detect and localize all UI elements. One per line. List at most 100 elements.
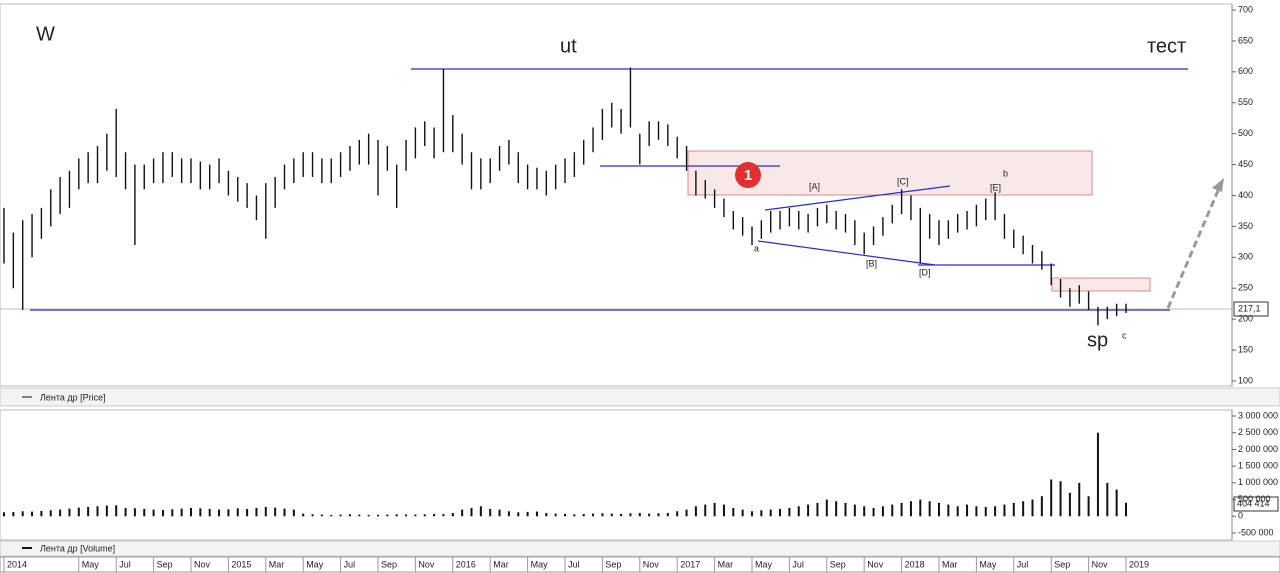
volume-bar: [133, 508, 136, 517]
volume-bar: [283, 508, 286, 517]
y-tick-label: 1 500 000: [1238, 461, 1278, 471]
volume-bar: [105, 505, 108, 517]
volume-bar: [367, 514, 370, 517]
volume-bar: [592, 513, 595, 517]
volume-bar: [704, 504, 707, 517]
x-tick-label: Sep: [381, 559, 397, 569]
volume-bar: [928, 501, 931, 517]
volume-bar: [610, 513, 613, 517]
x-tick-label: 2015: [231, 559, 251, 569]
volume-bar: [629, 513, 632, 517]
y-tick-label: 200: [1238, 314, 1253, 324]
volume-bar: [1050, 479, 1053, 517]
forecast-arrow: [1166, 185, 1222, 309]
y-tick-label: 2 500 000: [1238, 427, 1278, 437]
annotation: c: [1122, 330, 1127, 340]
volume-bar: [498, 509, 501, 517]
volume-bar: [1068, 492, 1071, 517]
forecast-arrow-head: [1212, 178, 1224, 192]
x-tick-label: 2019: [1129, 559, 1149, 569]
volume-bar: [489, 508, 492, 517]
x-tick-label: 2017: [680, 559, 700, 569]
last-value-label: 404 414: [1237, 498, 1270, 508]
x-tick-label: Nov: [1092, 559, 1109, 569]
annotation: sp: [1087, 329, 1108, 351]
y-tick-label: 650: [1238, 35, 1253, 45]
volume-bar: [582, 513, 585, 517]
x-tick-label: May: [979, 559, 997, 569]
volume-bar: [751, 511, 753, 517]
volume-bar: [919, 499, 922, 517]
volume-bar: [255, 507, 258, 517]
x-tick-label: Nov: [867, 559, 884, 569]
last-value-label: 217,1: [1238, 303, 1261, 313]
y-tick-label: 2 000 000: [1238, 444, 1278, 454]
x-tick-label: Mar: [718, 559, 734, 569]
volume-bar: [451, 512, 454, 517]
volume-bar: [881, 506, 884, 517]
volume-bar: [236, 508, 239, 517]
annotation: b: [1003, 168, 1008, 178]
volume-legend-bar: [0, 540, 1280, 557]
volume-bar: [713, 502, 716, 517]
volume-bar: [470, 507, 473, 517]
volume-bar: [601, 513, 604, 517]
volume-bar: [1031, 499, 1034, 517]
y-tick-label: 700: [1238, 4, 1253, 14]
volume-bar: [1106, 482, 1109, 517]
volume-bar: [21, 511, 24, 517]
y-tick-label: 3 000 000: [1238, 410, 1278, 420]
volume-bar: [872, 507, 875, 517]
volume-bar: [3, 512, 5, 517]
volume-bar: [433, 513, 436, 517]
volume-bar: [1059, 481, 1062, 517]
y-tick-label: 0: [1238, 511, 1243, 521]
marker: [735, 162, 761, 188]
volume-bar: [180, 508, 183, 517]
marker-label: 1: [744, 167, 752, 184]
volume-bar: [77, 507, 80, 517]
volume-bar: [461, 509, 464, 517]
volume-bar: [171, 509, 174, 517]
x-tick-label: 2016: [456, 559, 476, 569]
volume-bar: [274, 507, 277, 517]
volume-bar: [909, 501, 912, 517]
volume-bar: [994, 506, 997, 517]
volume-bar: [947, 504, 950, 517]
x-tick-label: Mar: [269, 559, 285, 569]
annotation: ut: [560, 35, 577, 57]
price-legend-bar: [0, 387, 1280, 407]
annotation: W: [36, 23, 55, 45]
volume-bar: [358, 514, 361, 517]
volume-bar: [732, 507, 735, 517]
x-tick-label: 2018: [905, 559, 925, 569]
volume-bar: [395, 514, 398, 517]
x-tick-label: Sep: [830, 559, 846, 569]
y-tick-label: 150: [1238, 344, 1253, 354]
y-tick-label: 300: [1238, 252, 1253, 262]
volume-bar: [1078, 482, 1081, 517]
volume-bar: [676, 511, 679, 517]
volume-bar: [442, 514, 445, 517]
volume-bar: [535, 511, 538, 517]
y-tick-label: 250: [1238, 283, 1253, 293]
volume-bar: [292, 509, 295, 517]
volume-bar: [59, 509, 62, 517]
volume-bar: [779, 508, 782, 517]
volume-bar: [87, 506, 90, 517]
y-tick-label: 500: [1238, 128, 1253, 138]
volume-bar: [423, 514, 426, 517]
volume-bar: [12, 511, 15, 517]
volume-bar: [40, 510, 43, 517]
y-tick-label: 350: [1238, 221, 1253, 231]
x-tick-label: Mar: [942, 559, 958, 569]
volume-bar: [554, 513, 557, 517]
volume-bar: [526, 511, 529, 517]
annotation: a: [754, 243, 759, 253]
volume-bar: [152, 509, 155, 517]
volume-bar: [414, 514, 417, 517]
volume-bar: [339, 514, 342, 517]
volume-bar: [844, 502, 847, 517]
volume-bar: [405, 514, 408, 517]
volume-bar: [966, 504, 969, 517]
